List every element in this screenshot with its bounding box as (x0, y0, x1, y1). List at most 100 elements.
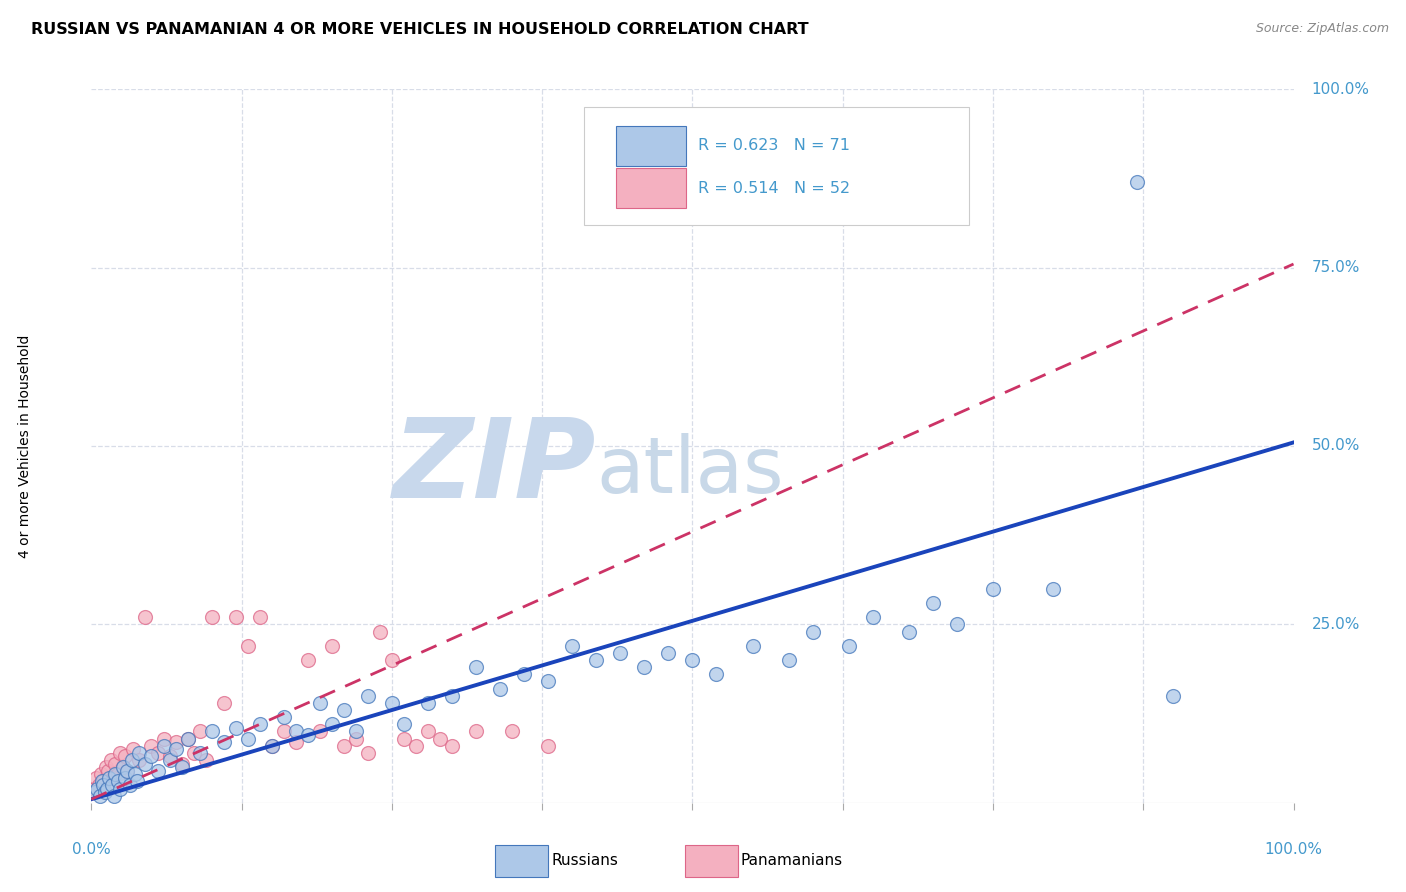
Point (440, 689, 463, 703)
FancyBboxPatch shape (616, 169, 686, 209)
Point (416, 696, 439, 710)
Point (86, 781, 108, 796)
Point (297, 728, 319, 742)
Point (440, 739, 463, 753)
Point (706, 667, 728, 681)
Point (90, 767, 112, 781)
Point (333, 739, 356, 753)
Point (117, 764, 139, 778)
Point (633, 660, 655, 674)
Point (107, 767, 129, 781)
Text: 50.0%: 50.0% (1312, 439, 1360, 453)
Point (96, 781, 118, 796)
Point (260, 739, 283, 753)
Point (308, 724, 330, 739)
Point (368, 624, 391, 639)
Point (946, 617, 969, 632)
Point (284, 724, 307, 739)
Text: RUSSIAN VS PANAMANIAN 4 OR MORE VEHICLES IN HOUSEHOLD CORRELATION CHART: RUSSIAN VS PANAMANIAN 4 OR MORE VEHICLES… (31, 22, 808, 37)
Point (103, 789, 125, 803)
Point (84, 771, 107, 785)
Point (124, 767, 146, 781)
Point (134, 610, 156, 624)
Point (465, 724, 488, 739)
Text: atlas: atlas (596, 433, 783, 509)
Point (101, 778, 124, 792)
Text: 25.0%: 25.0% (1312, 617, 1360, 632)
Point (429, 731, 451, 746)
Point (176, 731, 198, 746)
Point (84, 785, 107, 799)
Point (111, 760, 134, 774)
Point (862, 610, 884, 624)
Point (1126, 175, 1149, 189)
Point (501, 724, 523, 739)
Point (93, 778, 115, 792)
Point (537, 674, 560, 689)
Point (200, 724, 222, 739)
Point (134, 756, 156, 771)
Point (87, 778, 110, 792)
Point (249, 610, 271, 624)
Point (118, 778, 141, 792)
Point (159, 749, 181, 764)
Point (537, 739, 560, 753)
FancyBboxPatch shape (616, 126, 686, 166)
Point (122, 742, 145, 756)
Point (981, 582, 1004, 596)
Text: 100.0%: 100.0% (1312, 82, 1369, 96)
Point (225, 610, 247, 624)
Point (778, 653, 800, 667)
Point (922, 596, 945, 610)
Point (357, 746, 380, 760)
Point (91, 774, 114, 789)
Point (93, 785, 115, 799)
Point (308, 696, 330, 710)
Text: 4 or more Vehicles in Household: 4 or more Vehicles in Household (18, 334, 32, 558)
Point (188, 746, 211, 760)
Point (273, 724, 295, 739)
Point (609, 646, 631, 660)
Text: 0.0%: 0.0% (72, 842, 111, 857)
Point (681, 653, 703, 667)
Point (392, 731, 415, 746)
Point (117, 764, 139, 778)
Text: ZIP: ZIP (392, 414, 596, 521)
Point (146, 764, 169, 778)
Point (93, 774, 115, 789)
Text: 75.0%: 75.0% (1312, 260, 1360, 275)
Point (110, 746, 132, 760)
Point (513, 667, 536, 681)
Point (146, 746, 169, 760)
Point (489, 681, 512, 696)
Point (212, 696, 235, 710)
Point (165, 735, 187, 749)
Point (561, 639, 583, 653)
Point (321, 639, 343, 653)
Point (83, 781, 105, 796)
Point (249, 717, 271, 731)
Point (838, 639, 860, 653)
Point (125, 774, 148, 789)
Point (321, 717, 343, 731)
Point (392, 717, 415, 731)
Point (98, 771, 121, 785)
Point (225, 721, 247, 735)
Text: R = 0.514   N = 52: R = 0.514 N = 52 (699, 181, 851, 196)
Point (89, 789, 111, 803)
Point (107, 774, 129, 789)
Point (657, 646, 679, 660)
Point (94, 760, 117, 774)
Point (273, 710, 295, 724)
Point (200, 610, 222, 624)
Point (152, 731, 174, 746)
Point (212, 735, 235, 749)
Point (114, 771, 136, 785)
Point (194, 753, 217, 767)
Point (114, 749, 136, 764)
Point (333, 703, 356, 717)
Point (357, 689, 380, 703)
Point (416, 724, 439, 739)
Point (741, 639, 763, 653)
Text: Russians: Russians (551, 854, 619, 868)
